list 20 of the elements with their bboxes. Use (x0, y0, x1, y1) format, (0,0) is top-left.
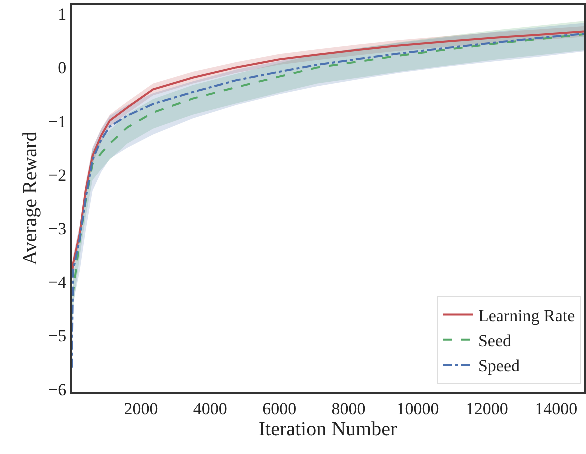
x-tick-label: 14000 (535, 399, 578, 418)
x-tick-label: 2000 (124, 399, 158, 418)
y-tick-label: 0 (58, 58, 67, 78)
y-tick-label: 1 (58, 5, 67, 24)
x-tick-label: 12000 (466, 399, 508, 418)
legend-label: Learning Rate (478, 306, 576, 326)
y-tick-label: −1 (48, 112, 67, 132)
x-tick-label: 6000 (262, 399, 297, 418)
y-tick-label: −3 (48, 219, 67, 238)
y-tick-label: −2 (48, 166, 67, 185)
x-tick-label: 4000 (193, 399, 228, 418)
x-tick-label: 8000 (332, 399, 366, 418)
y-tick-label: −5 (48, 326, 67, 346)
x-tick-label: 10000 (396, 399, 440, 418)
legend-label: Speed (478, 356, 520, 376)
y-tick-label: −4 (48, 273, 68, 292)
y-tick-label: −6 (48, 380, 67, 400)
x-axis-title: Iteration Number (258, 418, 398, 440)
y-axis-title: Average Reward (20, 132, 42, 266)
legend-label: Seed (478, 332, 512, 351)
